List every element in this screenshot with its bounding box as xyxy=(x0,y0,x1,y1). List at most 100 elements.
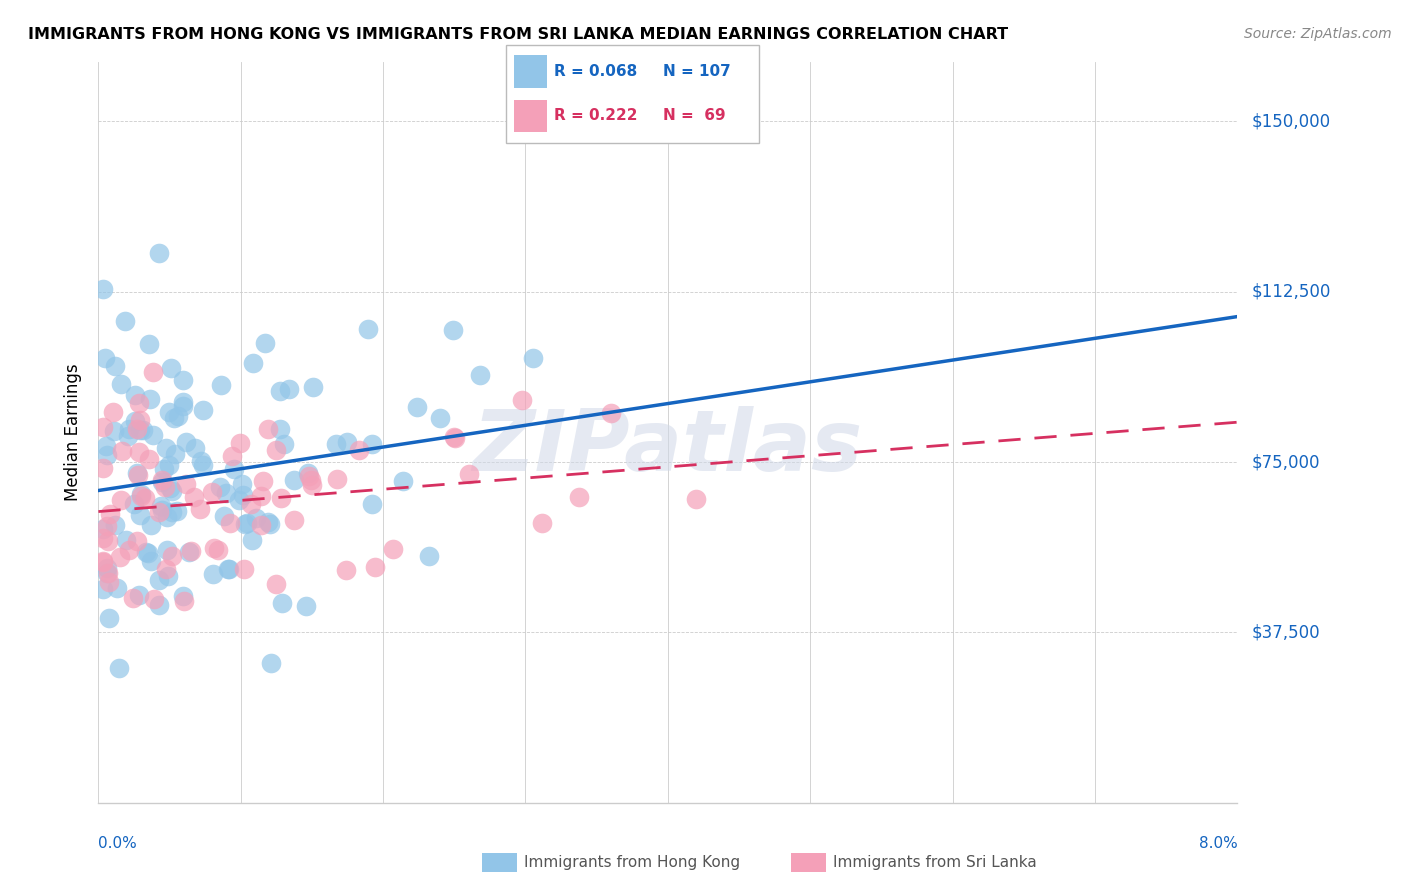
Point xyxy=(122,591,145,605)
Point xyxy=(98,574,121,589)
Point xyxy=(150,475,173,490)
Point xyxy=(512,393,534,408)
Point xyxy=(172,373,194,387)
Point xyxy=(191,458,214,472)
Point xyxy=(242,356,264,370)
Point xyxy=(114,533,136,547)
Point xyxy=(134,491,156,506)
Point xyxy=(148,505,170,519)
Point xyxy=(124,414,146,428)
Point xyxy=(360,436,382,450)
Point xyxy=(217,562,239,576)
Text: R = 0.222: R = 0.222 xyxy=(554,108,638,123)
Point xyxy=(256,422,278,436)
Point xyxy=(233,561,256,575)
Text: Immigrants from Sri Lanka: Immigrants from Sri Lanka xyxy=(832,855,1036,870)
Point xyxy=(125,422,148,436)
Point xyxy=(249,518,271,533)
Point xyxy=(326,472,349,486)
Point xyxy=(218,562,240,576)
Point xyxy=(103,425,125,439)
Point xyxy=(129,413,152,427)
Point xyxy=(166,504,188,518)
Point xyxy=(278,382,301,396)
Point xyxy=(302,380,325,394)
Point xyxy=(458,467,481,482)
Point xyxy=(240,533,263,547)
Point xyxy=(259,516,281,531)
Point xyxy=(91,522,114,536)
Point xyxy=(97,566,120,580)
FancyBboxPatch shape xyxy=(481,853,517,872)
Point xyxy=(117,429,139,443)
Point xyxy=(200,485,222,500)
Point xyxy=(173,594,195,608)
Point xyxy=(444,431,467,445)
Point xyxy=(93,351,115,365)
Point xyxy=(190,454,212,468)
Point xyxy=(155,442,177,456)
Point xyxy=(131,487,153,501)
Point xyxy=(136,546,159,560)
Text: N = 107: N = 107 xyxy=(664,64,731,79)
Text: IMMIGRANTS FROM HONG KONG VS IMMIGRANTS FROM SRI LANKA MEDIAN EARNINGS CORRELATI: IMMIGRANTS FROM HONG KONG VS IMMIGRANTS … xyxy=(28,27,1008,42)
Point xyxy=(138,336,160,351)
Point xyxy=(104,517,127,532)
Point xyxy=(148,245,170,260)
Point xyxy=(201,566,224,581)
Point xyxy=(222,462,245,476)
Point xyxy=(177,545,200,559)
Point xyxy=(129,508,152,523)
Point xyxy=(283,513,305,527)
Point xyxy=(209,378,232,392)
Text: 8.0%: 8.0% xyxy=(1198,836,1237,851)
Point xyxy=(298,468,321,483)
Point xyxy=(176,434,198,449)
Point xyxy=(128,445,150,459)
Point xyxy=(441,323,464,337)
Point xyxy=(125,534,148,549)
Point xyxy=(165,447,187,461)
Text: Source: ZipAtlas.com: Source: ZipAtlas.com xyxy=(1244,27,1392,41)
Text: $112,500: $112,500 xyxy=(1251,283,1330,301)
Point xyxy=(215,486,238,500)
FancyBboxPatch shape xyxy=(506,45,759,143)
Point xyxy=(96,560,118,574)
Point xyxy=(98,611,121,625)
Point xyxy=(245,511,267,525)
Text: $150,000: $150,000 xyxy=(1251,112,1330,130)
Point xyxy=(188,501,211,516)
Point xyxy=(91,555,114,569)
Point xyxy=(392,474,415,488)
Point xyxy=(105,581,128,595)
Point xyxy=(239,498,262,512)
Point xyxy=(429,411,451,425)
Point xyxy=(219,516,242,530)
Point xyxy=(269,384,291,399)
Point xyxy=(139,517,162,532)
Point xyxy=(156,543,179,558)
Point xyxy=(103,405,125,419)
Point xyxy=(96,519,118,533)
Point xyxy=(273,437,295,451)
Text: $37,500: $37,500 xyxy=(1251,624,1320,641)
Point xyxy=(418,549,440,564)
Point xyxy=(254,335,277,350)
Point xyxy=(260,656,283,670)
Point xyxy=(530,516,553,530)
Point xyxy=(157,458,180,473)
Point xyxy=(207,542,229,557)
Point xyxy=(162,549,184,564)
Y-axis label: Median Earnings: Median Earnings xyxy=(65,364,83,501)
Point xyxy=(325,437,347,451)
Point xyxy=(155,562,177,576)
Point xyxy=(335,563,357,577)
Point xyxy=(283,474,305,488)
Point xyxy=(172,399,194,413)
Point xyxy=(127,466,149,480)
Point xyxy=(91,461,114,475)
Point xyxy=(209,480,232,494)
Point xyxy=(228,493,250,508)
Point xyxy=(336,434,359,449)
Point xyxy=(143,591,166,606)
